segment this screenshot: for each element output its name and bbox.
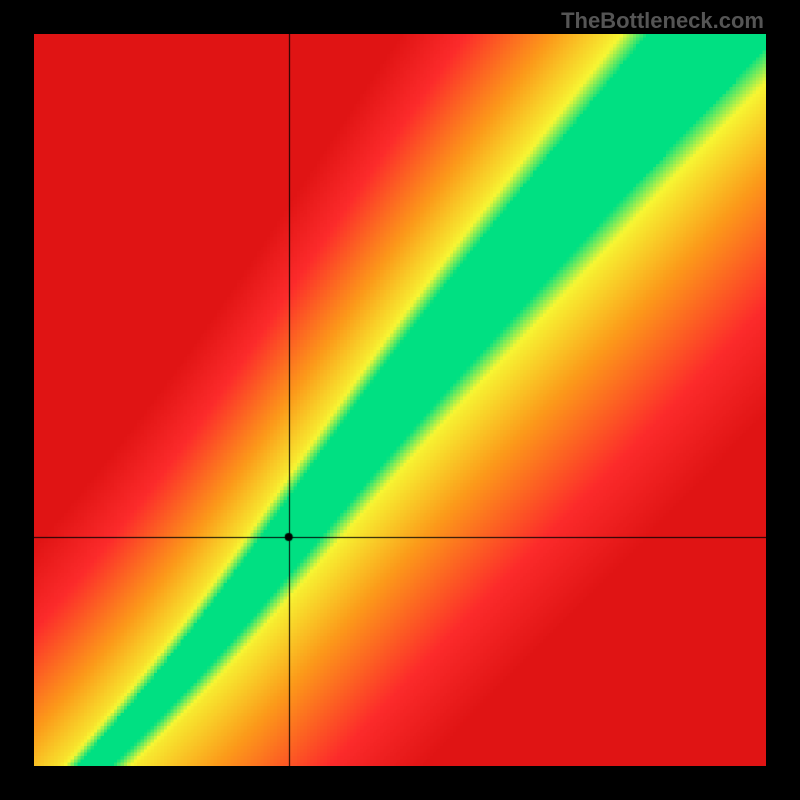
watermark-text: TheBottleneck.com [561,8,764,34]
crosshair-overlay [34,34,766,766]
chart-container: { "chart": { "type": "heatmap", "canvas"… [0,0,800,800]
